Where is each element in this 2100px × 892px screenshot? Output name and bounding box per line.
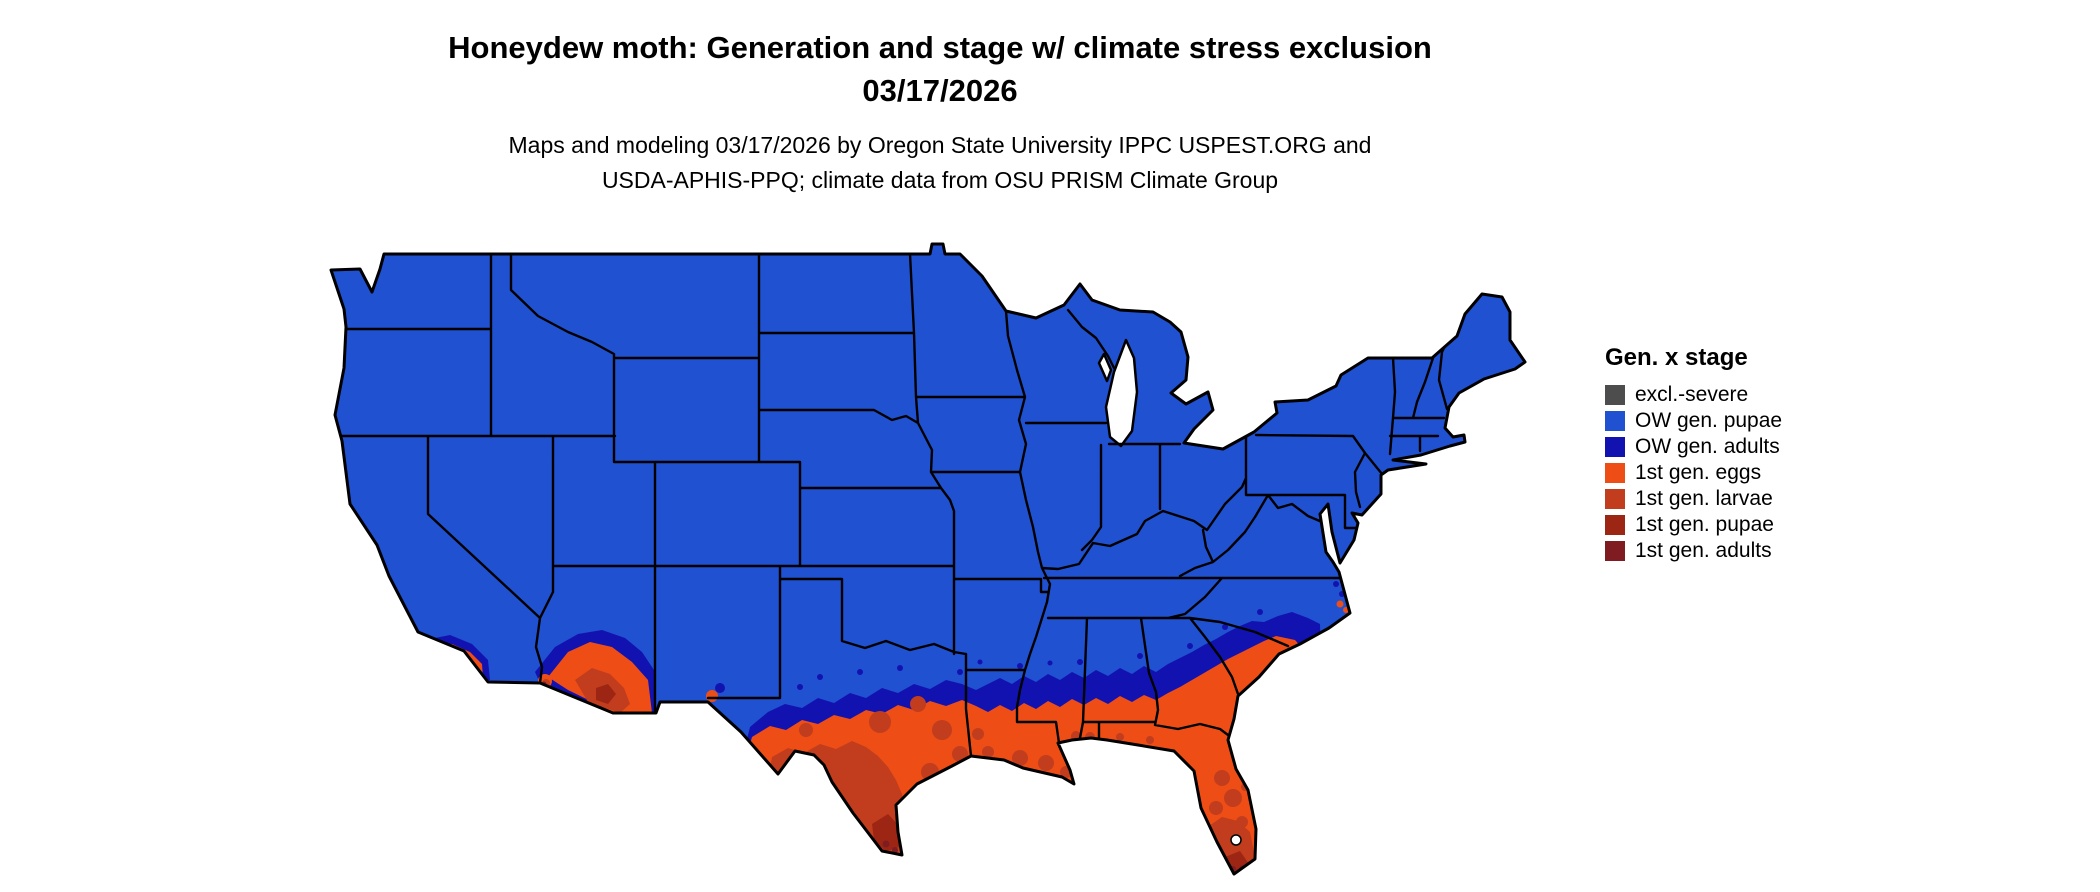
- legend-item: 1st gen. larvae: [1605, 487, 1865, 510]
- subtitle-line2: USDA-APHIS-PPQ; climate data from OSU PR…: [601, 167, 1279, 193]
- legend-swatch-excl-severe: [1605, 385, 1625, 405]
- legend-label: 1st gen. adults: [1635, 539, 1772, 562]
- legend-label: 1st gen. pupae: [1635, 513, 1774, 536]
- legend-item: OW gen. adults: [1605, 435, 1865, 458]
- great-lakes: [1097, 338, 1242, 846]
- legend-label: excl.-severe: [1635, 383, 1749, 406]
- subtitle-line1: Maps and modeling 03/17/2026 by Oregon S…: [508, 132, 1372, 158]
- region-1st-pupae: [596, 684, 1249, 874]
- page-subtitle: Maps and modeling 03/17/2026 by Oregon S…: [0, 128, 1880, 198]
- lake-michigan: [1104, 338, 1139, 448]
- legend-label: 1st gen. larvae: [1635, 487, 1773, 510]
- map-container: [320, 232, 1560, 892]
- header: Honeydew moth: Generation and stage w/ c…: [0, 26, 1880, 198]
- legend-item: OW gen. pupae: [1605, 409, 1865, 432]
- state-borders: [340, 252, 1452, 758]
- legend-label: OW gen. pupae: [1635, 409, 1783, 432]
- lake-okeechobee: [1230, 834, 1242, 846]
- legend-swatch-1st-eggs: [1605, 463, 1625, 483]
- page-title-line1: Honeydew moth: Generation and stage w/ c…: [448, 30, 1432, 65]
- legend-label: 1st gen. eggs: [1635, 461, 1762, 484]
- legend-swatch-ow-adults: [1605, 437, 1625, 457]
- legend: Gen. x stage excl.-severe OW gen. pupae …: [1605, 344, 1865, 567]
- green-bay: [1097, 352, 1113, 383]
- legend-swatch-1st-larvae: [1605, 489, 1625, 509]
- legend-swatch-1st-adults: [1605, 541, 1625, 561]
- legend-title: Gen. x stage: [1605, 344, 1748, 371]
- legend-item: 1st gen. eggs: [1605, 461, 1865, 484]
- legend-item: 1st gen. adults: [1605, 539, 1865, 562]
- page-title-line2: 03/17/2026: [862, 73, 1018, 108]
- legend-swatch-ow-pupae: [1605, 411, 1625, 431]
- legend-label: OW gen. adults: [1635, 435, 1780, 458]
- us-map: [329, 242, 1527, 876]
- legend-swatch-1st-pupae: [1605, 515, 1625, 535]
- legend-item: 1st gen. pupae: [1605, 513, 1865, 536]
- legend-item: excl.-severe: [1605, 383, 1865, 406]
